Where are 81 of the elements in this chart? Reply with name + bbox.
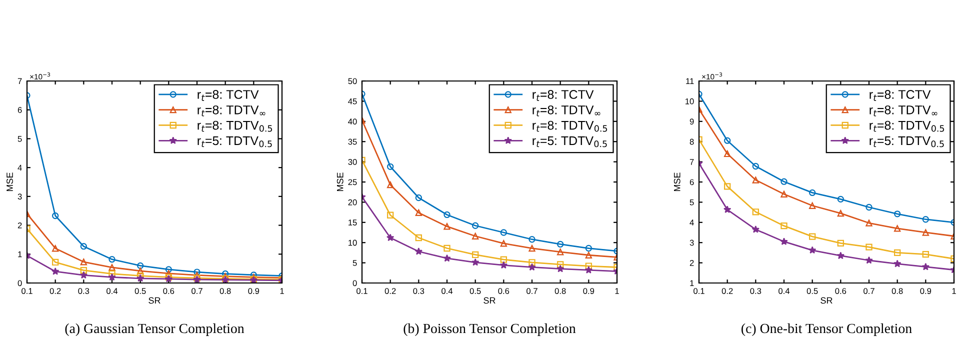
x-tick-label: 0.1	[694, 288, 704, 294]
x-axis-title: SR	[148, 297, 160, 304]
y-tick-label: 20	[348, 199, 357, 206]
x-tick-label: 0.6	[163, 288, 174, 294]
x-tick-label: 0.3	[413, 288, 424, 294]
text: (c) One-bit Tensor Completion	[742, 323, 912, 336]
y-tick-label: 11	[686, 78, 694, 84]
y-tick-label: 3	[18, 194, 22, 200]
y-tick-label: 1	[690, 280, 694, 286]
x-tick-label: 0.4	[106, 288, 118, 294]
legend-label: r$_{t}$=5: TDTV$_{0.5}$	[870, 136, 944, 148]
legend-label: r$_{t}$=8: TCTV	[870, 90, 931, 101]
y-tick-label: 3	[690, 240, 694, 246]
x-tick-label: 0.6	[835, 288, 846, 294]
y-tick-label: 45	[348, 98, 357, 104]
legend-label: r$_{t}$=8: TDTV$_{0.5}$	[532, 120, 608, 132]
x-tick-label: 0.5	[134, 288, 146, 294]
y-tick-label: 7	[690, 159, 694, 165]
legend-label: r$_{t}$=5: TDTV$_{0.5}$	[198, 136, 272, 148]
legend-label: r$_{t}$=8: TDTV$_{∞}$	[532, 105, 600, 116]
x-tick-label: 0.7	[192, 288, 202, 294]
x-axis-title: SR	[820, 297, 832, 304]
x-tick-label: 0.5	[806, 288, 818, 294]
y-tick-label: 0	[18, 280, 22, 286]
y-tick-label: 5	[18, 136, 22, 142]
y-tick-label: 50	[348, 78, 357, 84]
y-axis-title: MSE	[674, 172, 680, 192]
x-tick-label: 0.3	[750, 288, 762, 294]
x-tick-label: 0.8	[554, 288, 566, 294]
x-tick-label: 0.9	[248, 288, 260, 294]
x-tick-label: 0.5	[470, 288, 481, 294]
x-tick-label: 1	[952, 288, 956, 294]
x-axis-title: SR	[484, 297, 496, 304]
y-tick-label: 15	[348, 220, 357, 226]
y-tick-label: 2	[690, 260, 694, 266]
y-tick-label: 2	[18, 222, 22, 228]
x-tick-label: 0.9	[920, 288, 932, 294]
y-tick-label: 8	[690, 138, 694, 145]
y-tick-label: 5	[690, 199, 694, 206]
y-axis-title: MSE	[6, 172, 13, 192]
x-tick-label: 0.9	[583, 288, 594, 294]
y-tick-label: 5	[352, 260, 357, 266]
x-tick-label: 1	[615, 288, 619, 294]
x-tick-label: 0.2	[722, 288, 733, 294]
y-tick-label: 30	[348, 159, 357, 165]
x-tick-label: 0.8	[220, 288, 231, 294]
y-tick-label: 6	[18, 107, 22, 113]
legend-label: r$_{t}$=5: TDTV$_{0.5}$	[532, 136, 607, 148]
legend-label: r$_{t}$=8: TCTV	[198, 90, 259, 101]
x-tick-label: 0.6	[498, 288, 510, 294]
y-tick-label: 4	[18, 164, 22, 171]
x-tick-label: 0.2	[384, 288, 396, 294]
x-tick-label: 0.7	[526, 288, 538, 294]
text: (b) Poisson Tensor Completion	[404, 323, 576, 336]
legend-label: r$_{t}$=8: TDTV$_{0.5}$	[198, 120, 272, 132]
legend-label: r$_{t}$=8: TDTV$_{∞}$	[870, 105, 938, 116]
legend-label: r$_{t}$=8: TDTV$_{0.5}$	[870, 120, 944, 132]
x-tick-label: 0.1	[22, 288, 32, 294]
legend-label: r$_{t}$=8: TDTV$_{∞}$	[198, 105, 266, 116]
text: (a) Gaussian Tensor Completion	[65, 323, 244, 336]
y-tick-label: 7	[18, 78, 22, 84]
y-tick-label: 0	[352, 280, 357, 286]
y-tick-label: 40	[348, 118, 357, 124]
y-tick-label: 10	[686, 98, 694, 104]
legend-label: r$_{t}$=8: TCTV	[532, 90, 594, 101]
y-tick-label: 35	[348, 138, 357, 145]
x-tick-label: 0.8	[892, 288, 903, 294]
y-axis-title: MSE	[336, 172, 344, 192]
x-tick-label: 0.1	[356, 288, 368, 294]
x-tick-label: 0.4	[442, 288, 453, 294]
x-tick-label: 0.4	[778, 288, 790, 294]
x-tick-label: 1	[280, 288, 284, 294]
x-tick-label: 0.7	[864, 288, 874, 294]
y-tick-label: 4	[690, 220, 694, 226]
y-tick-label: 25	[348, 179, 357, 186]
y-tick-label: 6	[690, 179, 694, 186]
x-tick-label: 0.2	[50, 288, 61, 294]
y-tick-label: 1	[18, 251, 22, 258]
y-tick-label: 10	[348, 240, 357, 246]
x-tick-label: 0.3	[78, 288, 90, 294]
y-tick-label: 9	[690, 118, 694, 124]
